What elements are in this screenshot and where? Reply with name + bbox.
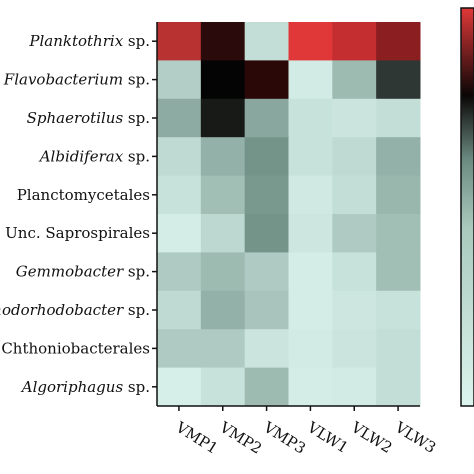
heatmap-cell (288, 137, 333, 177)
heatmap-cell (244, 329, 289, 369)
heatmap-cell (157, 98, 202, 138)
heatmap-cell (157, 60, 202, 100)
row-label: Albidiferax sp. (38, 147, 150, 165)
heatmap-cell (288, 98, 333, 138)
heatmap-cell (244, 22, 289, 61)
heatmap-cell (332, 60, 377, 100)
column-label: VLW2 (347, 418, 395, 457)
heatmap-cell (288, 22, 333, 61)
heatmap-cell (200, 367, 246, 407)
heatmap-cell (376, 214, 421, 253)
heatmap-cell (332, 329, 377, 369)
heatmap-cell (244, 98, 289, 138)
heatmap-cell (376, 329, 421, 369)
heatmap-cell (244, 367, 289, 407)
row-label: Chthoniobacterales (1, 339, 150, 357)
heatmap-cells (157, 22, 421, 407)
row-label: Sphaerotilus sp. (27, 109, 150, 127)
heatmap-cell (157, 252, 202, 292)
heatmap-cell (200, 60, 246, 100)
heatmap-cell (332, 290, 377, 330)
row-label: Unc. Saprospirales (5, 224, 150, 242)
heatmap-cell (376, 98, 421, 138)
column-label: VMP1 (172, 418, 221, 458)
heatmap-cell (244, 290, 289, 330)
row-label: Flavobacterium sp. (3, 71, 150, 89)
heatmap-cell (244, 252, 289, 292)
column-label: VLW3 (391, 418, 439, 457)
heatmap-cell (157, 367, 202, 407)
heatmap-cell (157, 290, 202, 330)
heatmap-cell (244, 214, 289, 253)
heatmap-cell (376, 22, 421, 61)
heatmap-cell (200, 98, 246, 138)
row-label: Algoriphagus sp. (20, 378, 150, 396)
heatmap-cell (288, 329, 333, 369)
row-label: Rhodorhodobacter sp. (0, 301, 150, 319)
colorbar-gradient (460, 7, 474, 407)
heatmap-cell (157, 137, 202, 177)
row-label: Planktothrix sp. (28, 32, 150, 50)
heatmap-cell (332, 367, 377, 407)
heatmap-cell (376, 137, 421, 177)
heatmap-cell (244, 60, 289, 100)
heatmap-cell (200, 22, 246, 61)
heatmap-cell (157, 329, 202, 369)
heatmap-cell (200, 290, 246, 330)
heatmap-cell (332, 98, 377, 138)
row-labels: Planktothrix sp. Flavobacterium sp. Sphaer… (0, 32, 150, 396)
axes (152, 22, 420, 411)
heatmap-cell (332, 252, 377, 292)
heatmap-cell (157, 214, 202, 253)
heatmap-cell (200, 214, 246, 253)
row-label: Planctomycetales (17, 186, 150, 204)
heatmap-cell (376, 252, 421, 292)
heatmap-cell (200, 329, 246, 369)
column-label: VLW1 (303, 418, 351, 457)
heatmap-cell (288, 290, 333, 330)
heatmap-cell (376, 290, 421, 330)
heatmap-cell (288, 367, 333, 407)
heatmap-cell (376, 175, 421, 215)
heatmap-cell (244, 175, 289, 215)
heatmap-cell (376, 367, 421, 407)
heatmap-cell (288, 252, 333, 292)
heatmap-cell (332, 175, 377, 215)
heatmap-cell (376, 60, 421, 100)
heatmap-cell (288, 214, 333, 253)
heatmap-cell (157, 22, 202, 61)
heatmap-cell (157, 175, 202, 215)
heatmap-cell (288, 175, 333, 215)
heatmap-cell (200, 175, 246, 215)
heatmap-cell (332, 214, 377, 253)
heatmap-cell (200, 252, 246, 292)
heatmap-cell (244, 137, 289, 177)
column-label: VMP2 (216, 418, 265, 458)
heatmap-cell (200, 137, 246, 177)
heatmap-cell (332, 137, 377, 177)
heatmap-cell (288, 60, 333, 100)
colorbar (460, 7, 474, 407)
heatmap-cell (332, 22, 377, 61)
row-label: Gemmobacter sp. (16, 263, 150, 281)
column-label: VMP3 (260, 418, 309, 458)
